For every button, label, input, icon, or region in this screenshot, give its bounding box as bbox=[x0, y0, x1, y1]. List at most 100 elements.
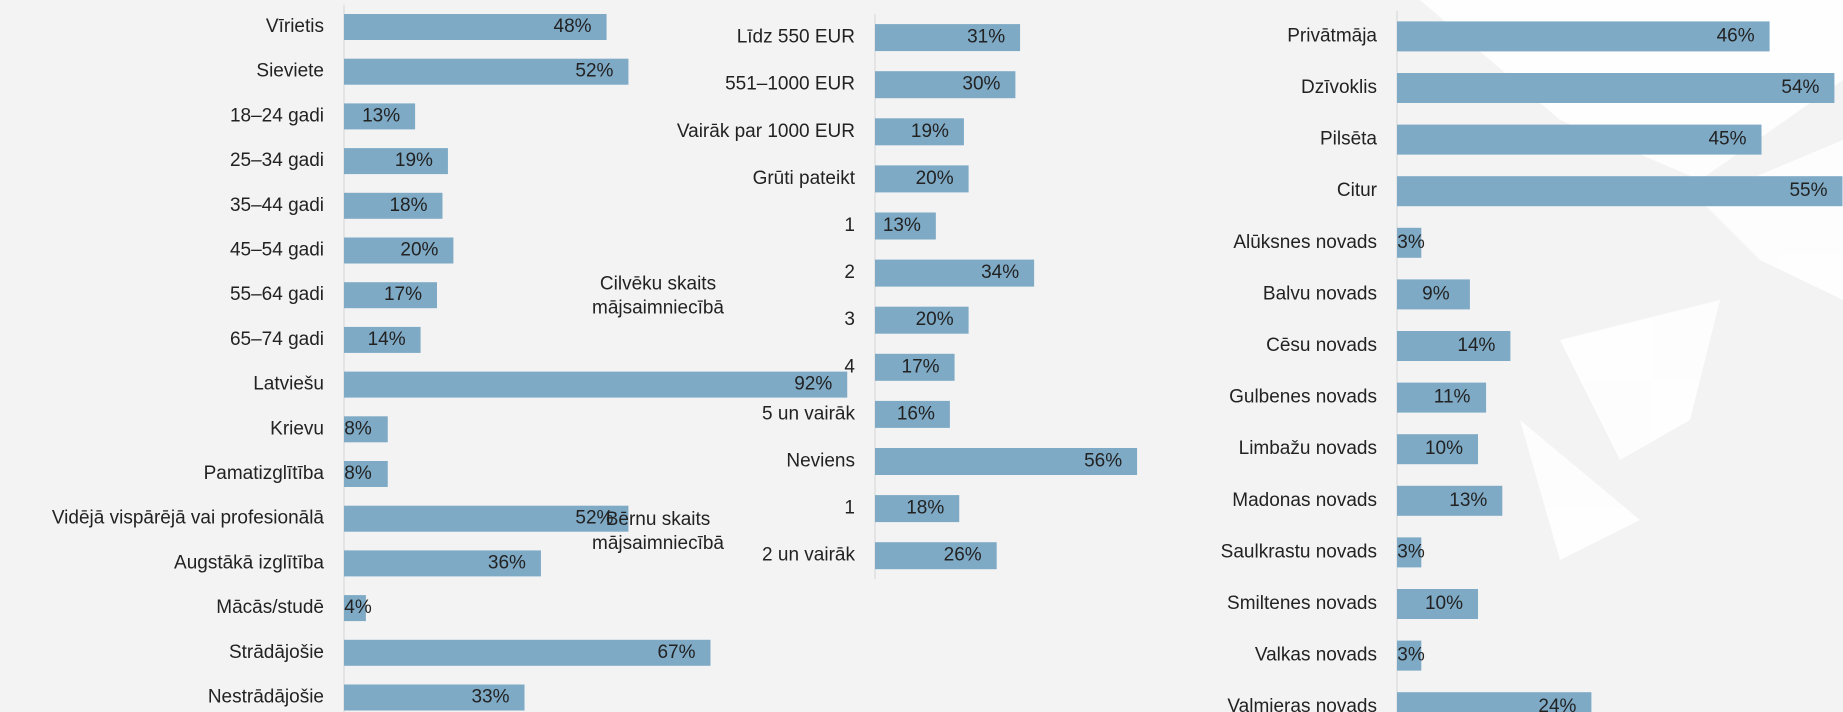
category-label: Pilsēta bbox=[1320, 129, 1377, 150]
bar bbox=[1397, 21, 1770, 52]
bar bbox=[875, 448, 1138, 475]
bar bbox=[1397, 434, 1478, 465]
group-label: Cilvēku skaits mājsaimniecībā bbox=[592, 274, 724, 319]
value-label: 26% bbox=[944, 545, 982, 566]
value-label: 20% bbox=[400, 240, 438, 261]
category-label: 4 bbox=[844, 356, 855, 377]
bar bbox=[875, 542, 997, 570]
bar bbox=[1397, 537, 1422, 568]
bar bbox=[875, 400, 950, 428]
bar bbox=[1397, 124, 1762, 155]
category-label: 1 bbox=[844, 498, 855, 519]
category-label: 45–54 gadi bbox=[230, 240, 324, 261]
bar bbox=[344, 326, 421, 353]
bar bbox=[1397, 640, 1422, 671]
bar bbox=[344, 58, 629, 85]
category-label: Mācās/studē bbox=[216, 597, 324, 618]
category-label: Neviens bbox=[786, 451, 855, 472]
value-label: 3% bbox=[1397, 645, 1425, 666]
category-label: 5 un vairāk bbox=[762, 403, 855, 424]
value-label: 17% bbox=[384, 284, 422, 305]
value-label: 48% bbox=[554, 16, 592, 37]
value-label: 18% bbox=[389, 195, 427, 216]
bar bbox=[1397, 589, 1478, 619]
category-label: Smiltenes novads bbox=[1227, 593, 1377, 614]
bar bbox=[344, 14, 607, 40]
category-label: 2 bbox=[844, 262, 855, 283]
value-label: 3% bbox=[1397, 232, 1425, 253]
value-label: 14% bbox=[368, 329, 406, 350]
value-label: 10% bbox=[1425, 438, 1463, 459]
category-label: Nestrādājošie bbox=[208, 687, 324, 708]
value-label: 8% bbox=[344, 418, 372, 439]
category-label: Līdz 550 EUR bbox=[737, 27, 855, 48]
value-label: 24% bbox=[1538, 696, 1576, 712]
value-label: 55% bbox=[1789, 180, 1827, 201]
value-label: 52% bbox=[575, 61, 613, 82]
bar bbox=[344, 684, 525, 711]
category-label: Dzīvoklis bbox=[1301, 77, 1377, 98]
value-label: 19% bbox=[911, 121, 949, 142]
value-label: 13% bbox=[883, 215, 921, 236]
category-label: 2 un vairāk bbox=[762, 545, 855, 566]
category-label: Grūti pateikt bbox=[753, 168, 856, 189]
bar bbox=[1397, 279, 1470, 310]
value-label: 56% bbox=[1084, 451, 1122, 472]
bar bbox=[875, 259, 1035, 287]
value-label: 18% bbox=[906, 498, 944, 519]
category-label: Limbažu novads bbox=[1239, 438, 1377, 459]
bar bbox=[875, 495, 960, 523]
bar bbox=[875, 165, 969, 193]
value-label: 20% bbox=[916, 309, 954, 330]
category-label: 3 bbox=[844, 309, 855, 330]
category-label: Pamatizglītība bbox=[204, 463, 325, 484]
value-label: 52% bbox=[575, 508, 613, 529]
value-label: 67% bbox=[657, 642, 695, 663]
bar bbox=[344, 550, 541, 577]
value-label: 36% bbox=[488, 552, 526, 573]
bar bbox=[875, 212, 936, 240]
value-label: 31% bbox=[967, 27, 1005, 48]
bar bbox=[1397, 227, 1422, 258]
category-label: 35–44 gadi bbox=[230, 195, 324, 216]
category-label: Strādājošie bbox=[229, 642, 324, 663]
category-label: Latviešu bbox=[253, 374, 324, 395]
value-label: 9% bbox=[1422, 283, 1450, 304]
bar bbox=[875, 306, 969, 334]
bar bbox=[1397, 485, 1503, 516]
category-label: Balvu novads bbox=[1263, 283, 1377, 304]
category-label: 1 bbox=[844, 215, 855, 236]
value-label: 11% bbox=[1434, 387, 1471, 408]
bar bbox=[344, 192, 443, 219]
bar bbox=[344, 371, 848, 398]
bar bbox=[344, 595, 366, 622]
value-label: 30% bbox=[962, 74, 1000, 95]
category-label: Citur bbox=[1337, 180, 1378, 201]
category-label: Valkas novads bbox=[1255, 645, 1377, 666]
category-label: Vidējā vispārējā vai profesionālā bbox=[52, 508, 325, 529]
category-label: Gulbenes novads bbox=[1229, 387, 1377, 408]
value-label: 45% bbox=[1708, 129, 1746, 150]
category-label: Alūksnes novads bbox=[1233, 232, 1377, 253]
bar bbox=[1397, 692, 1592, 712]
category-label: Vairāk par 1000 EUR bbox=[677, 121, 855, 142]
bar bbox=[875, 353, 955, 381]
category-label: 65–74 gadi bbox=[230, 329, 324, 350]
bar bbox=[875, 24, 1021, 52]
category-label: Valmieras novads bbox=[1227, 696, 1377, 712]
category-label: Saulkrastu novads bbox=[1221, 541, 1377, 562]
category-label: Cēsu novads bbox=[1266, 335, 1377, 356]
group-label: Bērnu skaits mājsaimniecībā bbox=[592, 509, 724, 554]
bar bbox=[344, 639, 711, 666]
category-label: 25–34 gadi bbox=[230, 150, 324, 171]
bar bbox=[344, 237, 454, 264]
value-label: 3% bbox=[1397, 541, 1425, 562]
bar bbox=[344, 103, 416, 130]
value-label: 20% bbox=[916, 168, 954, 189]
bar bbox=[875, 71, 1016, 99]
bar bbox=[1397, 331, 1511, 361]
category-label: Vīrietis bbox=[266, 16, 324, 37]
category-label: Krievu bbox=[270, 418, 324, 439]
value-label: 16% bbox=[897, 403, 935, 424]
